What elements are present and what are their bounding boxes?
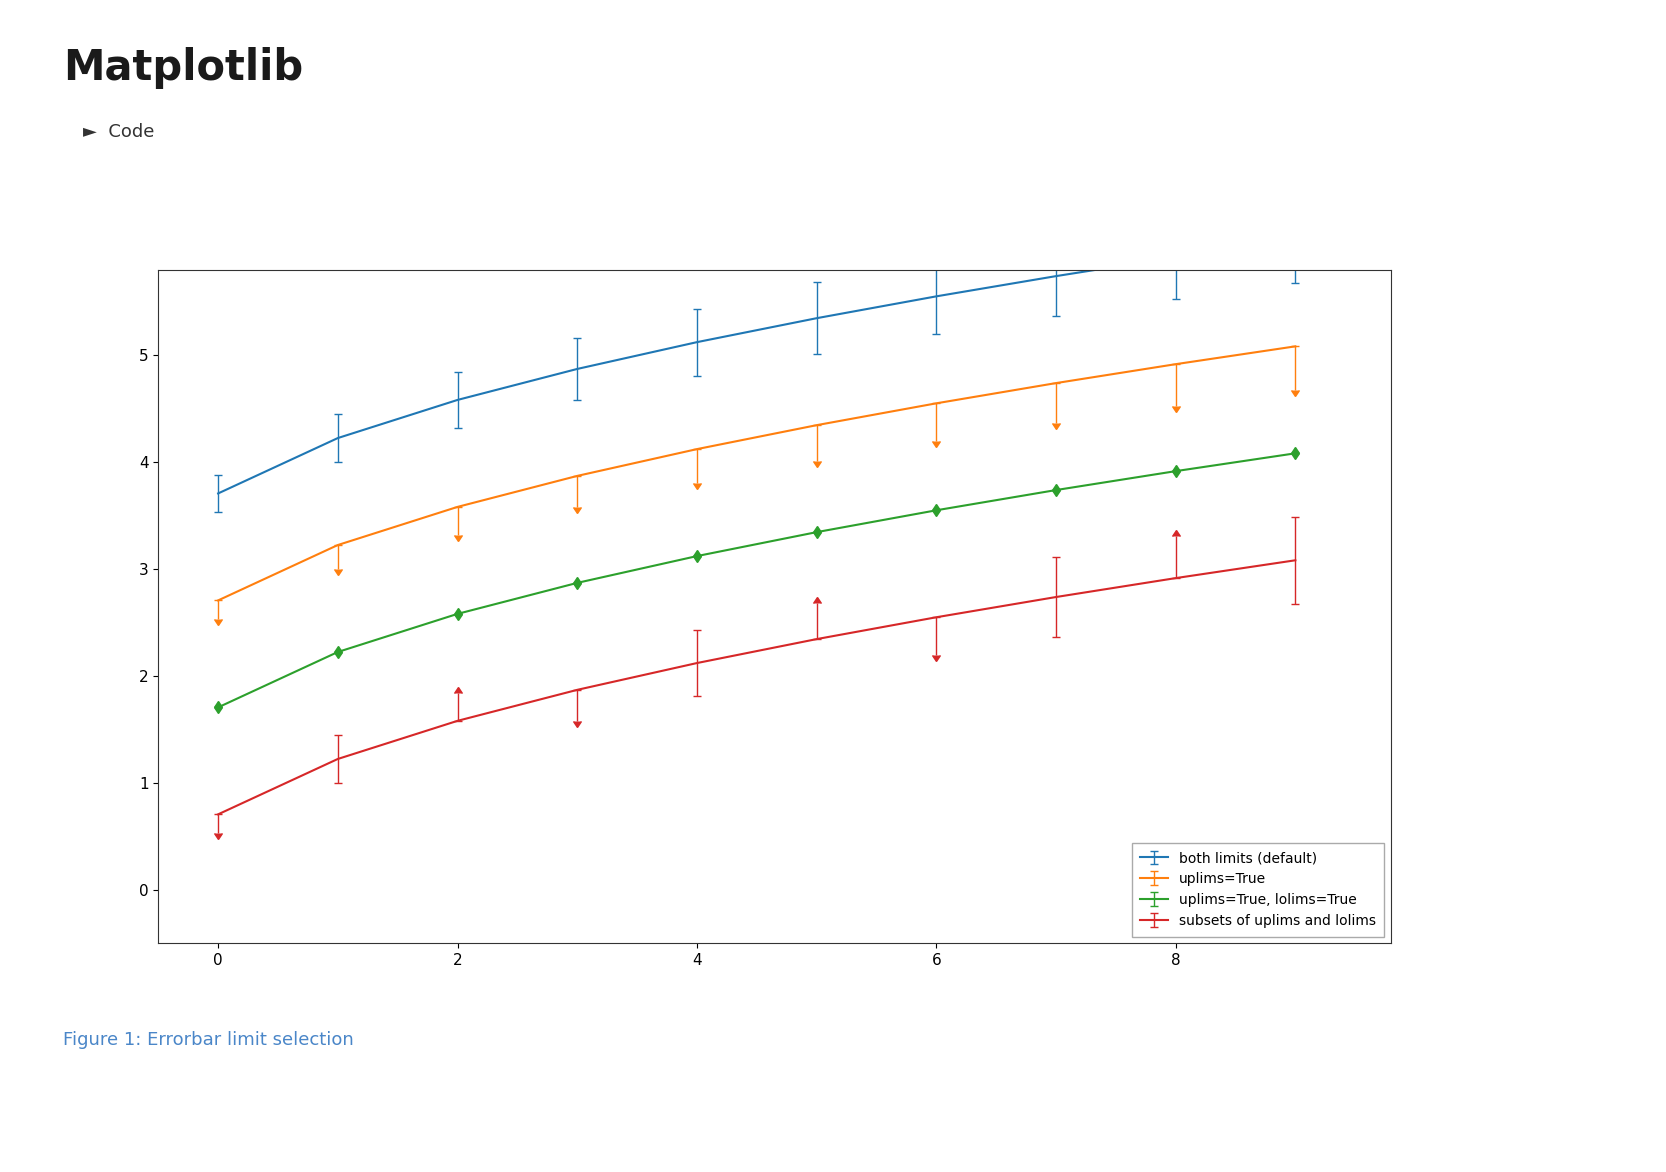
Text: ►  Code: ► Code — [83, 123, 155, 141]
Text: Matplotlib: Matplotlib — [63, 47, 303, 89]
Legend: both limits (default), uplims=True, uplims=True, lolims=True, subsets of uplims : both limits (default), uplims=True, upli… — [1131, 843, 1384, 936]
Text: Figure 1: Errorbar limit selection: Figure 1: Errorbar limit selection — [63, 1031, 355, 1049]
